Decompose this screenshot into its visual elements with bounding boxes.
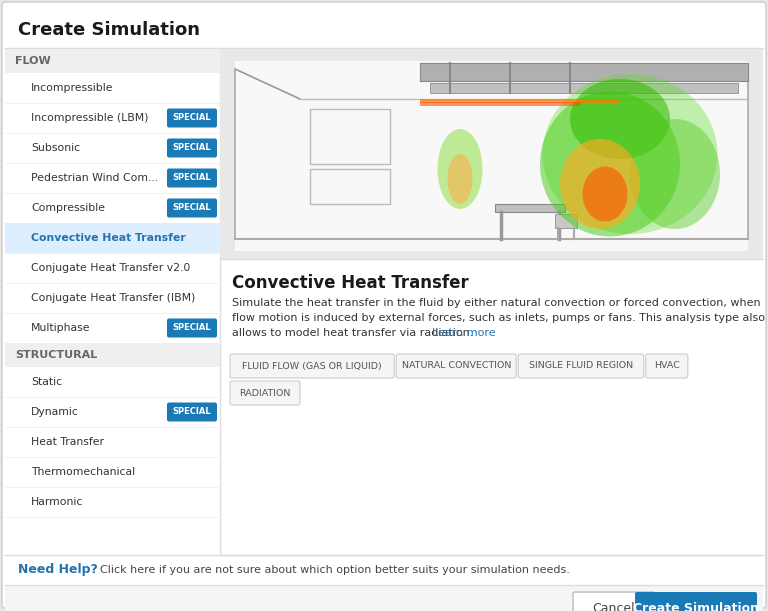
FancyBboxPatch shape bbox=[167, 139, 217, 158]
Bar bbox=[5, 49, 220, 555]
Text: NATURAL CONVECTION: NATURAL CONVECTION bbox=[402, 362, 511, 370]
Bar bbox=[220, 49, 763, 555]
Text: SPECIAL: SPECIAL bbox=[173, 323, 211, 332]
Ellipse shape bbox=[570, 79, 670, 159]
FancyBboxPatch shape bbox=[167, 169, 217, 188]
Text: Heat Transfer: Heat Transfer bbox=[31, 437, 104, 447]
Ellipse shape bbox=[448, 154, 472, 204]
Bar bbox=[310, 109, 390, 164]
Text: SINGLE FLUID REGION: SINGLE FLUID REGION bbox=[529, 362, 633, 370]
FancyBboxPatch shape bbox=[167, 318, 217, 337]
FancyBboxPatch shape bbox=[167, 109, 217, 128]
FancyBboxPatch shape bbox=[230, 354, 394, 378]
FancyBboxPatch shape bbox=[230, 381, 300, 405]
Bar bbox=[5, 343, 220, 367]
Text: Multiphase: Multiphase bbox=[31, 323, 91, 333]
FancyBboxPatch shape bbox=[635, 592, 757, 611]
Text: SPECIAL: SPECIAL bbox=[173, 174, 211, 183]
Text: Harmonic: Harmonic bbox=[31, 497, 84, 507]
Text: HVAC: HVAC bbox=[654, 362, 680, 370]
Ellipse shape bbox=[438, 129, 482, 209]
Text: Click here if you are not sure about which option better suits your simulation n: Click here if you are not sure about whi… bbox=[100, 565, 570, 575]
Text: Conjugate Heat Transfer v2.0: Conjugate Heat Transfer v2.0 bbox=[31, 263, 190, 273]
Text: Create Simulation: Create Simulation bbox=[18, 21, 200, 39]
Text: Create Simulation: Create Simulation bbox=[633, 601, 759, 611]
Bar bbox=[220, 49, 763, 259]
Text: Static: Static bbox=[31, 377, 62, 387]
Text: Dynamic: Dynamic bbox=[31, 407, 79, 417]
Bar bbox=[420, 99, 620, 103]
Ellipse shape bbox=[540, 92, 680, 236]
Bar bbox=[430, 83, 738, 93]
Ellipse shape bbox=[630, 119, 720, 229]
Text: SPECIAL: SPECIAL bbox=[173, 114, 211, 122]
Text: Learn more: Learn more bbox=[432, 328, 496, 338]
Bar bbox=[420, 102, 580, 106]
Text: FLUID FLOW (GAS OR LIQUID): FLUID FLOW (GAS OR LIQUID) bbox=[242, 362, 382, 370]
Bar bbox=[5, 585, 763, 611]
FancyBboxPatch shape bbox=[646, 354, 688, 378]
FancyBboxPatch shape bbox=[167, 199, 217, 218]
Text: Incompressible: Incompressible bbox=[31, 83, 114, 93]
Text: Convective Heat Transfer: Convective Heat Transfer bbox=[31, 233, 186, 243]
Bar bbox=[555, 214, 577, 228]
Text: SPECIAL: SPECIAL bbox=[173, 408, 211, 417]
FancyBboxPatch shape bbox=[518, 354, 644, 378]
Bar bbox=[495, 204, 565, 212]
Bar bbox=[310, 169, 390, 204]
Text: Need Help?: Need Help? bbox=[18, 563, 98, 577]
Ellipse shape bbox=[582, 167, 627, 222]
Text: STRUCTURAL: STRUCTURAL bbox=[15, 350, 98, 360]
Text: Thermomechanical: Thermomechanical bbox=[31, 467, 135, 477]
Bar bbox=[5, 555, 763, 585]
Text: SPECIAL: SPECIAL bbox=[173, 203, 211, 213]
Text: Cancel: Cancel bbox=[593, 601, 635, 611]
Text: Subsonic: Subsonic bbox=[31, 143, 80, 153]
Ellipse shape bbox=[560, 139, 640, 229]
Text: Incompressible (LBM): Incompressible (LBM) bbox=[31, 113, 148, 123]
Text: flow motion is induced by external forces, such as inlets, pumps or fans. This a: flow motion is induced by external force… bbox=[232, 313, 765, 323]
Bar bbox=[5, 223, 220, 253]
Text: SPECIAL: SPECIAL bbox=[173, 144, 211, 153]
Text: FLOW: FLOW bbox=[15, 56, 51, 66]
Bar bbox=[420, 63, 748, 81]
Text: Pedestrian Wind Com...: Pedestrian Wind Com... bbox=[31, 173, 158, 183]
Bar bbox=[5, 49, 220, 73]
Text: RADIATION: RADIATION bbox=[240, 389, 290, 398]
FancyBboxPatch shape bbox=[573, 592, 655, 611]
Bar bbox=[235, 61, 748, 251]
Text: allows to model heat transfer via radiation.: allows to model heat transfer via radiat… bbox=[232, 328, 473, 338]
Ellipse shape bbox=[542, 74, 717, 234]
FancyBboxPatch shape bbox=[167, 403, 217, 422]
Text: Compressible: Compressible bbox=[31, 203, 105, 213]
Text: Convective Heat Transfer: Convective Heat Transfer bbox=[232, 274, 468, 292]
Text: Simulate the heat transfer in the fluid by either natural convection or forced c: Simulate the heat transfer in the fluid … bbox=[232, 298, 760, 308]
Text: Conjugate Heat Transfer (IBM): Conjugate Heat Transfer (IBM) bbox=[31, 293, 195, 303]
FancyBboxPatch shape bbox=[396, 354, 516, 378]
